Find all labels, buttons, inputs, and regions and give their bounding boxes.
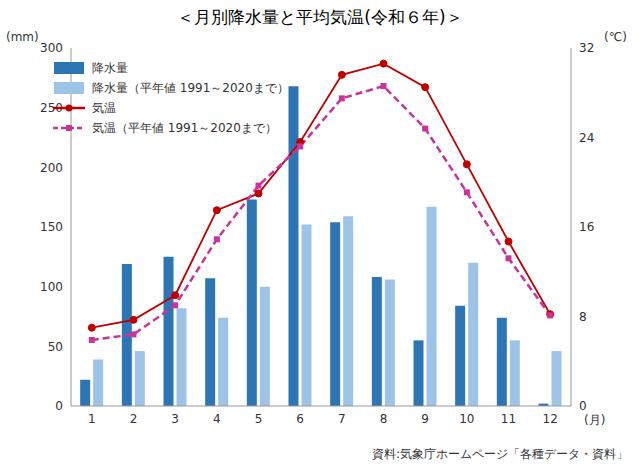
- svg-text:8: 8: [579, 310, 587, 324]
- svg-text:3: 3: [171, 412, 179, 426]
- html-text:気温（平年値 1991～2020まで）: 気温（平年値 1991～2020まで）: [92, 121, 277, 135]
- svg-text:200: 200: [40, 161, 63, 175]
- svg-text:4: 4: [213, 412, 221, 426]
- svg-text:7: 7: [338, 412, 346, 426]
- svg-text:12: 12: [543, 412, 558, 426]
- svg-text:8: 8: [380, 412, 388, 426]
- svg-text:9: 9: [421, 412, 429, 426]
- svg-text:5: 5: [255, 412, 263, 426]
- svg-text:2: 2: [130, 412, 138, 426]
- html-text:降水量: 降水量: [92, 61, 128, 75]
- svg-text:50: 50: [48, 340, 63, 354]
- html-text:資料:気象庁ホームページ「各種データ・資料」: 資料:気象庁ホームページ「各種データ・資料」: [372, 447, 628, 461]
- svg-text:6: 6: [296, 412, 304, 426]
- html-text:気温: 気温: [92, 101, 116, 115]
- svg-text:16: 16: [579, 220, 594, 234]
- svg-text:300: 300: [40, 41, 63, 55]
- svg-text:24: 24: [579, 131, 594, 145]
- svg-text:1: 1: [88, 412, 96, 426]
- svg-text:0: 0: [55, 399, 63, 413]
- html-text:(mm): (mm): [6, 30, 39, 44]
- html-text:(月): (月): [584, 413, 606, 427]
- html-text:降水量（平年値 1991～2020まで）: 降水量（平年値 1991～2020まで）: [92, 81, 289, 95]
- svg-text:100: 100: [40, 280, 63, 294]
- svg-text:11: 11: [501, 412, 516, 426]
- svg-text:250: 250: [40, 100, 63, 115]
- svg-text:0: 0: [579, 399, 587, 413]
- svg-text:150: 150: [40, 220, 63, 234]
- svg-text:32: 32: [579, 41, 594, 55]
- svg-text:10: 10: [459, 412, 474, 426]
- html-text:＜月別降水量と平均気温(令和６年)＞: ＜月別降水量と平均気温(令和６年)＞: [177, 7, 463, 27]
